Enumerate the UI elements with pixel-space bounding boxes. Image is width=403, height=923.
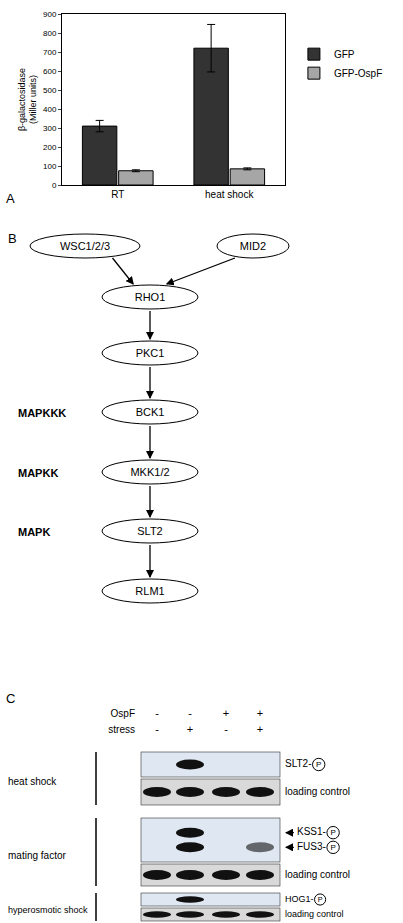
- svg-text:P: P: [330, 843, 335, 852]
- svg-text:heat shock: heat shock: [8, 776, 57, 787]
- svg-text:+: +: [187, 723, 193, 735]
- svg-text:stress: stress: [108, 724, 135, 735]
- svg-text:P: P: [330, 828, 335, 837]
- svg-text:KSS1-: KSS1-: [297, 826, 326, 837]
- svg-text:MID2: MID2: [240, 240, 266, 252]
- svg-text:MKK1/2: MKK1/2: [130, 466, 169, 478]
- svg-text:+: +: [257, 723, 263, 735]
- svg-text:700: 700: [43, 48, 57, 57]
- svg-text:heat shock: heat shock: [205, 189, 254, 200]
- svg-text:0: 0: [52, 181, 57, 190]
- svg-text:B: B: [8, 231, 17, 246]
- svg-text:BCK1: BCK1: [136, 406, 165, 418]
- svg-text:GFP-OspF: GFP-OspF: [334, 68, 382, 79]
- svg-text:C: C: [6, 691, 15, 706]
- svg-text:loading control: loading control: [285, 869, 350, 880]
- svg-text:HOG1-: HOG1-: [285, 894, 314, 904]
- svg-text:MAPKKK: MAPKKK: [18, 407, 66, 419]
- svg-text:100: 100: [43, 162, 57, 171]
- svg-text:β-galactosidase(Miller units): β-galactosidase(Miller units): [17, 68, 39, 131]
- svg-text:WSC1/2/3: WSC1/2/3: [60, 240, 110, 252]
- svg-text:SLT2-: SLT2-: [285, 758, 312, 769]
- svg-text:RLM1: RLM1: [135, 585, 164, 597]
- svg-text:loading control: loading control: [285, 909, 344, 919]
- svg-text:GFP: GFP: [334, 49, 355, 60]
- svg-text:300: 300: [43, 124, 57, 133]
- svg-text:FUS3-: FUS3-: [297, 841, 326, 852]
- svg-text:hyperosmotic shock: hyperosmotic shock: [8, 905, 88, 915]
- svg-text:SLT2: SLT2: [137, 525, 162, 537]
- svg-text:600: 600: [43, 67, 57, 76]
- svg-text:900: 900: [43, 10, 57, 19]
- svg-text:-: -: [155, 707, 159, 719]
- svg-text:P: P: [318, 895, 323, 904]
- svg-text:A: A: [6, 191, 15, 206]
- svg-text:-: -: [155, 723, 159, 735]
- svg-text:200: 200: [43, 143, 57, 152]
- svg-text:MAPK: MAPK: [18, 526, 50, 538]
- svg-text:P: P: [316, 760, 321, 769]
- svg-text:+: +: [223, 707, 229, 719]
- svg-text:400: 400: [43, 105, 57, 114]
- svg-text:RT: RT: [111, 189, 124, 200]
- svg-text:+: +: [257, 707, 263, 719]
- svg-text:-: -: [188, 707, 192, 719]
- svg-text:-: -: [224, 723, 228, 735]
- svg-text:PKC1: PKC1: [136, 347, 165, 359]
- svg-text:800: 800: [43, 29, 57, 38]
- svg-text:MAPKK: MAPKK: [18, 467, 58, 479]
- svg-text:mating factor: mating factor: [8, 850, 66, 861]
- svg-text:RHO1: RHO1: [135, 291, 166, 303]
- svg-text:OspF: OspF: [111, 708, 135, 719]
- svg-text:loading control: loading control: [285, 786, 350, 797]
- svg-text:500: 500: [43, 86, 57, 95]
